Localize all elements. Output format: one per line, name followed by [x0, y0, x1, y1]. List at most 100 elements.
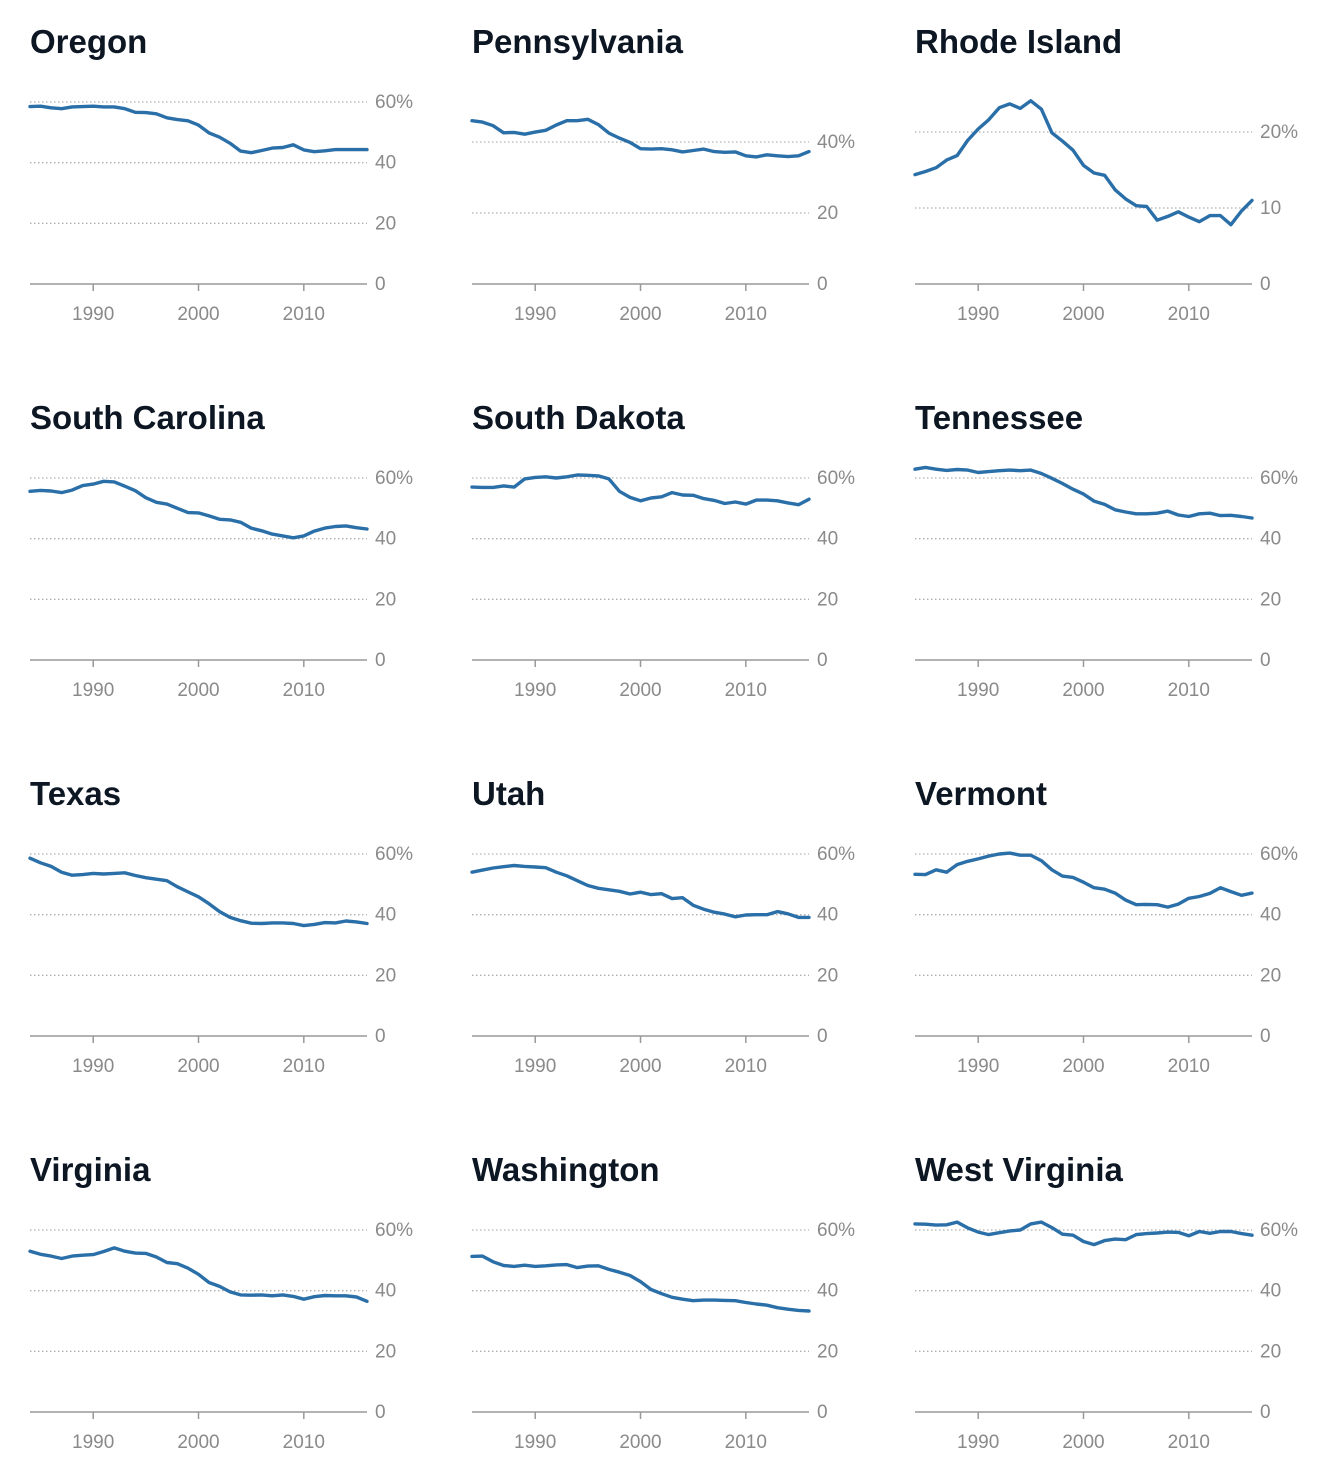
x-tick-label: 2010: [283, 1432, 325, 1453]
chart-title: Utah: [472, 775, 546, 812]
panel-south-dakota: South Dakota 0 20 40 60% 1990 2000 2010: [470, 376, 902, 716]
y-tick-label: 0: [375, 650, 386, 671]
y-tick-label: 0: [1260, 1402, 1271, 1423]
panel-washington: Washington 0 20 40 60% 1990 2000 2010: [470, 1128, 902, 1468]
x-tick-label: 1990: [957, 1432, 999, 1453]
x-tick-label: 2010: [725, 1056, 767, 1077]
y-tick-label: 40: [1260, 1281, 1281, 1302]
line-chart: 0 20 40 60% 1990 2000 2010: [913, 1220, 1298, 1453]
y-tick-label: 40%: [817, 132, 855, 153]
y-tick-label: 10: [1260, 198, 1281, 219]
x-tick-label: 1990: [72, 680, 114, 701]
x-tick-label: 1990: [514, 1056, 556, 1077]
y-tick-label: 20: [375, 213, 396, 234]
chart-title: Virginia: [30, 1151, 151, 1188]
y-tick-label: 0: [375, 1026, 386, 1047]
x-tick-label: 2010: [725, 304, 767, 325]
y-tick-label: 60%: [1260, 468, 1298, 489]
panel-rhode-island: Rhode Island 0 10 20% 1990 2000 2010: [913, 0, 1336, 340]
x-tick-label: 2000: [619, 304, 661, 325]
y-tick-label: 20: [1260, 589, 1281, 610]
panel-virginia: Virginia 0 20 40 60% 1990 2000 2010: [28, 1128, 460, 1468]
line-chart: 0 20 40 60% 1990 2000 2010: [913, 465, 1298, 701]
y-tick-label: 60%: [375, 468, 413, 489]
x-tick-label: 2010: [283, 680, 325, 701]
x-tick-label: 1990: [957, 304, 999, 325]
y-tick-label: 40: [375, 1281, 396, 1302]
panel-pennsylvania: Pennsylvania 0 20 40% 1990 2000 2010: [470, 0, 902, 340]
chart-title: Pennsylvania: [472, 23, 683, 60]
y-tick-label: 60%: [817, 468, 855, 489]
y-tick-label: 60%: [375, 92, 413, 113]
y-tick-label: 0: [375, 274, 386, 295]
x-tick-label: 1990: [72, 1432, 114, 1453]
x-tick-label: 1990: [957, 1056, 999, 1077]
x-tick-label: 2010: [1168, 304, 1210, 325]
panel-utah: Utah 0 20 40 60% 1990 2000 2010: [470, 752, 902, 1092]
y-tick-label: 20: [817, 203, 838, 224]
x-tick-label: 1990: [72, 1056, 114, 1077]
y-tick-label: 60%: [375, 844, 413, 865]
y-tick-label: 40: [375, 905, 396, 926]
x-tick-label: 2000: [177, 1432, 219, 1453]
x-tick-label: 2000: [619, 1432, 661, 1453]
panel-vermont: Vermont 0 20 40 60% 1990 2000 2010: [913, 752, 1336, 1092]
series-line: [470, 863, 811, 920]
chart-title: Tennessee: [915, 399, 1084, 436]
line-chart: 0 20 40 60% 1990 2000 2010: [913, 844, 1298, 1077]
x-tick-label: 1990: [72, 304, 114, 325]
series-line: [913, 1220, 1254, 1247]
line-chart: 0 20 40 60% 1990 2000 2010: [470, 844, 855, 1077]
y-tick-label: 0: [1260, 274, 1271, 295]
series-line: [28, 104, 369, 155]
x-tick-label: 2010: [283, 1056, 325, 1077]
line-chart: 0 10 20% 1990 2000 2010: [913, 99, 1298, 325]
y-tick-label: 20: [817, 589, 838, 610]
x-tick-label: 2010: [1168, 680, 1210, 701]
x-tick-label: 2010: [725, 1432, 767, 1453]
panel-west-virginia: West Virginia 0 20 40 60% 1990 2000 2010: [913, 1128, 1336, 1468]
series-line: [913, 851, 1254, 909]
series-line: [28, 1246, 369, 1304]
series-line: [913, 99, 1254, 227]
line-chart: 0 20 40 60% 1990 2000 2010: [28, 92, 413, 325]
y-tick-label: 40: [817, 905, 838, 926]
y-tick-label: 0: [817, 1026, 828, 1047]
x-tick-label: 2000: [177, 680, 219, 701]
panel-south-carolina: South Carolina 0 20 40 60% 1990 2000 2010: [28, 376, 460, 716]
chart-title: Vermont: [915, 775, 1048, 812]
y-tick-label: 20: [375, 1341, 396, 1362]
panel-oregon: Oregon 0 20 40 60% 1990 2000 2010: [28, 0, 460, 340]
chart-title: Texas: [30, 775, 122, 812]
x-tick-label: 1990: [514, 304, 556, 325]
chart-title: South Dakota: [472, 399, 685, 436]
x-tick-label: 2000: [1062, 1056, 1104, 1077]
y-tick-label: 0: [817, 274, 828, 295]
y-tick-label: 40: [1260, 905, 1281, 926]
x-tick-label: 2000: [177, 304, 219, 325]
y-tick-label: 20: [375, 965, 396, 986]
y-tick-label: 0: [1260, 1026, 1271, 1047]
line-chart: 0 20 40 60% 1990 2000 2010: [28, 844, 413, 1077]
line-chart: 0 20 40 60% 1990 2000 2010: [470, 1220, 855, 1453]
chart-title: Washington: [472, 1151, 660, 1188]
x-tick-label: 2000: [1062, 304, 1104, 325]
y-tick-label: 20: [817, 1341, 838, 1362]
y-tick-label: 60%: [817, 1220, 855, 1241]
y-tick-label: 20: [1260, 1341, 1281, 1362]
series-line: [470, 117, 811, 159]
y-tick-label: 40: [1260, 529, 1281, 550]
chart-title: Oregon: [30, 23, 148, 60]
line-chart: 0 20 40 60% 1990 2000 2010: [28, 468, 413, 701]
x-tick-label: 2010: [1168, 1432, 1210, 1453]
y-tick-label: 20: [1260, 965, 1281, 986]
x-tick-label: 2010: [725, 680, 767, 701]
x-tick-label: 2000: [177, 1056, 219, 1077]
y-tick-label: 20: [817, 965, 838, 986]
y-tick-label: 20: [375, 589, 396, 610]
y-tick-label: 60%: [1260, 844, 1298, 865]
y-tick-label: 40: [375, 529, 396, 550]
series-line: [470, 473, 811, 507]
x-tick-label: 1990: [957, 680, 999, 701]
